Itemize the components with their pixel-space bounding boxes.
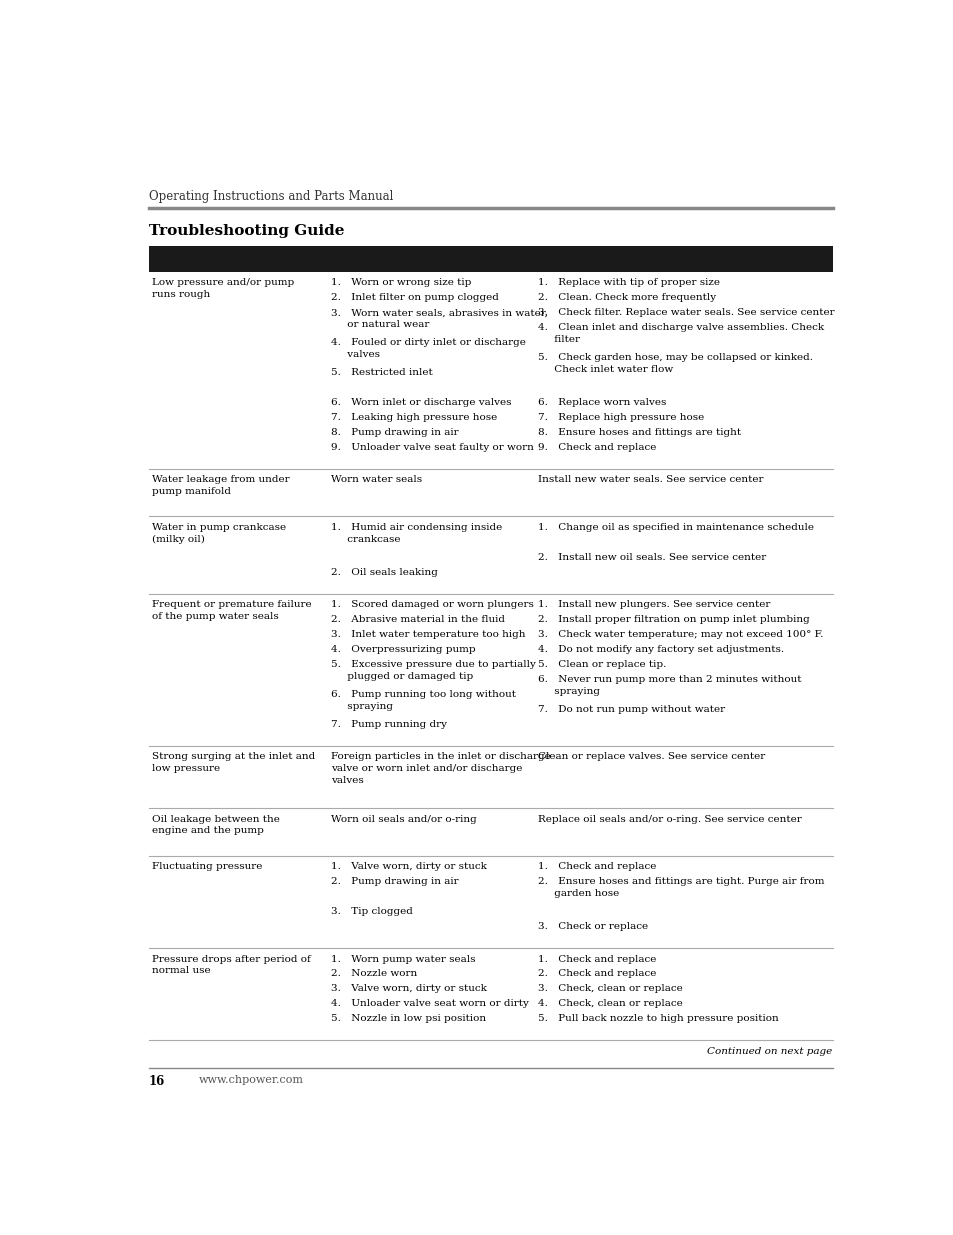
Text: 3. Inlet water temperature too high: 3. Inlet water temperature too high [331, 630, 525, 638]
Text: SYMPTOM: SYMPTOM [153, 254, 216, 264]
Text: 8. Pump drawing in air: 8. Pump drawing in air [331, 427, 458, 437]
Text: 2. Install proper filtration on pump inlet plumbing: 2. Install proper filtration on pump inl… [537, 615, 809, 624]
Text: 6. Replace worn valves: 6. Replace worn valves [537, 398, 665, 406]
Text: 1. Change oil as specified in maintenance schedule: 1. Change oil as specified in maintenanc… [537, 522, 813, 532]
Text: 4. Check, clean or replace: 4. Check, clean or replace [537, 999, 681, 1008]
Text: 7. Leaking high pressure hose: 7. Leaking high pressure hose [331, 412, 497, 422]
Text: SOLUTION: SOLUTION [538, 254, 602, 264]
Text: 1. Replace with tip of proper size: 1. Replace with tip of proper size [537, 278, 719, 288]
Text: Water in pump crankcase
(milky oil): Water in pump crankcase (milky oil) [152, 522, 286, 543]
Text: 3. Check filter. Replace water seals. See service center: 3. Check filter. Replace water seals. Se… [537, 309, 834, 317]
Text: 1. Worn pump water seals: 1. Worn pump water seals [331, 955, 476, 963]
Text: 3. Check or replace: 3. Check or replace [537, 921, 647, 931]
Text: 1. Humid air condensing inside
     crankcase: 1. Humid air condensing inside crankcase [331, 522, 502, 543]
Text: Oil leakage between the
engine and the pump: Oil leakage between the engine and the p… [152, 815, 279, 835]
Text: Clean or replace valves. See service center: Clean or replace valves. See service cen… [537, 752, 764, 761]
Text: 4. Unloader valve seat worn or dirty: 4. Unloader valve seat worn or dirty [331, 999, 529, 1008]
Text: Install new water seals. See service center: Install new water seals. See service cen… [537, 475, 762, 484]
Text: 2. Install new oil seals. See service center: 2. Install new oil seals. See service ce… [537, 552, 765, 562]
Text: 1. Valve worn, dirty or stuck: 1. Valve worn, dirty or stuck [331, 862, 487, 871]
Text: 4. Do not modify any factory set adjustments.: 4. Do not modify any factory set adjustm… [537, 645, 783, 655]
Text: 7. Replace high pressure hose: 7. Replace high pressure hose [537, 412, 703, 422]
Text: 5. Excessive pressure due to partially
     plugged or damaged tip: 5. Excessive pressure due to partially p… [331, 659, 536, 680]
Text: Replace oil seals and/or o-ring. See service center: Replace oil seals and/or o-ring. See ser… [537, 815, 801, 824]
Bar [149, 246, 832, 272]
Text: 3. Check water temperature; may not exceed 100° F.: 3. Check water temperature; may not exce… [537, 630, 822, 638]
Text: 2. Abrasive material in the fluid: 2. Abrasive material in the fluid [331, 615, 505, 624]
Text: CAUSE: CAUSE [333, 254, 374, 264]
Text: 5. Pull back nozzle to high pressure position: 5. Pull back nozzle to high pressure pos… [537, 1014, 778, 1024]
Text: Frequent or premature failure
of the pump water seals: Frequent or premature failure of the pum… [152, 600, 311, 621]
Text: Continued on next page: Continued on next page [707, 1047, 832, 1056]
Text: 2. Pump drawing in air: 2. Pump drawing in air [331, 877, 458, 887]
Text: Worn oil seals and/or o-ring: Worn oil seals and/or o-ring [331, 815, 476, 824]
Text: Low pressure and/or pump
runs rough: Low pressure and/or pump runs rough [152, 278, 294, 299]
Text: 3. Valve worn, dirty or stuck: 3. Valve worn, dirty or stuck [331, 984, 487, 993]
Text: 7. Do not run pump without water: 7. Do not run pump without water [537, 705, 724, 714]
Text: Pressure drops after period of
normal use: Pressure drops after period of normal us… [152, 955, 311, 976]
Text: 2. Check and replace: 2. Check and replace [537, 969, 656, 978]
Text: 1. Install new plungers. See service center: 1. Install new plungers. See service cen… [537, 600, 769, 609]
Text: 1. Check and replace: 1. Check and replace [537, 862, 656, 871]
Text: 5. Restricted inlet: 5. Restricted inlet [331, 368, 433, 377]
Text: 3. Check, clean or replace: 3. Check, clean or replace [537, 984, 681, 993]
Text: 4. Clean inlet and discharge valve assemblies. Check
     filter: 4. Clean inlet and discharge valve assem… [537, 324, 823, 345]
Text: 4. Fouled or dirty inlet or discharge
     valves: 4. Fouled or dirty inlet or discharge va… [331, 338, 526, 359]
Text: www.chpower.com: www.chpower.com [199, 1076, 304, 1086]
Text: 16: 16 [149, 1076, 165, 1088]
Text: 1. Scored damaged or worn plungers: 1. Scored damaged or worn plungers [331, 600, 534, 609]
Text: Troubleshooting Guide: Troubleshooting Guide [149, 225, 344, 238]
Text: 3. Tip clogged: 3. Tip clogged [331, 906, 413, 916]
Text: 5. Nozzle in low psi position: 5. Nozzle in low psi position [331, 1014, 486, 1024]
Text: 3. Worn water seals, abrasives in water,
     or natural wear: 3. Worn water seals, abrasives in water,… [331, 309, 548, 330]
Text: 1. Worn or wrong size tip: 1. Worn or wrong size tip [331, 278, 472, 288]
Text: 2. Ensure hoses and fittings are tight. Purge air from
     garden hose: 2. Ensure hoses and fittings are tight. … [537, 877, 823, 898]
Text: 6. Worn inlet or discharge valves: 6. Worn inlet or discharge valves [331, 398, 512, 406]
Text: 6. Never run pump more than 2 minutes without
     spraying: 6. Never run pump more than 2 minutes wi… [537, 674, 801, 695]
Text: 2. Nozzle worn: 2. Nozzle worn [331, 969, 417, 978]
Text: 2. Inlet filter on pump clogged: 2. Inlet filter on pump clogged [331, 294, 498, 303]
Text: 7. Pump running dry: 7. Pump running dry [331, 720, 447, 729]
Text: 5. Clean or replace tip.: 5. Clean or replace tip. [537, 659, 665, 669]
Text: Water leakage from under
pump manifold: Water leakage from under pump manifold [152, 475, 289, 496]
Text: Strong surging at the inlet and
low pressure: Strong surging at the inlet and low pres… [152, 752, 314, 773]
Text: 2. Clean. Check more frequently: 2. Clean. Check more frequently [537, 294, 715, 303]
Text: Worn water seals: Worn water seals [331, 475, 422, 484]
Text: 9. Unloader valve seat faulty or worn: 9. Unloader valve seat faulty or worn [331, 442, 534, 452]
Text: 2. Oil seals leaking: 2. Oil seals leaking [331, 568, 437, 577]
Text: 1. Check and replace: 1. Check and replace [537, 955, 656, 963]
Text: Operating Instructions and Parts Manual: Operating Instructions and Parts Manual [149, 190, 393, 203]
Text: Fluctuating pressure: Fluctuating pressure [152, 862, 262, 871]
Text: Foreign particles in the inlet or discharge
valve or worn inlet and/or discharge: Foreign particles in the inlet or discha… [331, 752, 551, 784]
Text: 4. Overpressurizing pump: 4. Overpressurizing pump [331, 645, 476, 655]
Text: 5. Check garden hose, may be collapsed or kinked.
     Check inlet water flow: 5. Check garden hose, may be collapsed o… [537, 353, 812, 374]
Text: 8. Ensure hoses and fittings are tight: 8. Ensure hoses and fittings are tight [537, 427, 740, 437]
Text: 9. Check and replace: 9. Check and replace [537, 442, 656, 452]
Text: 6. Pump running too long without
     spraying: 6. Pump running too long without sprayin… [331, 689, 516, 710]
